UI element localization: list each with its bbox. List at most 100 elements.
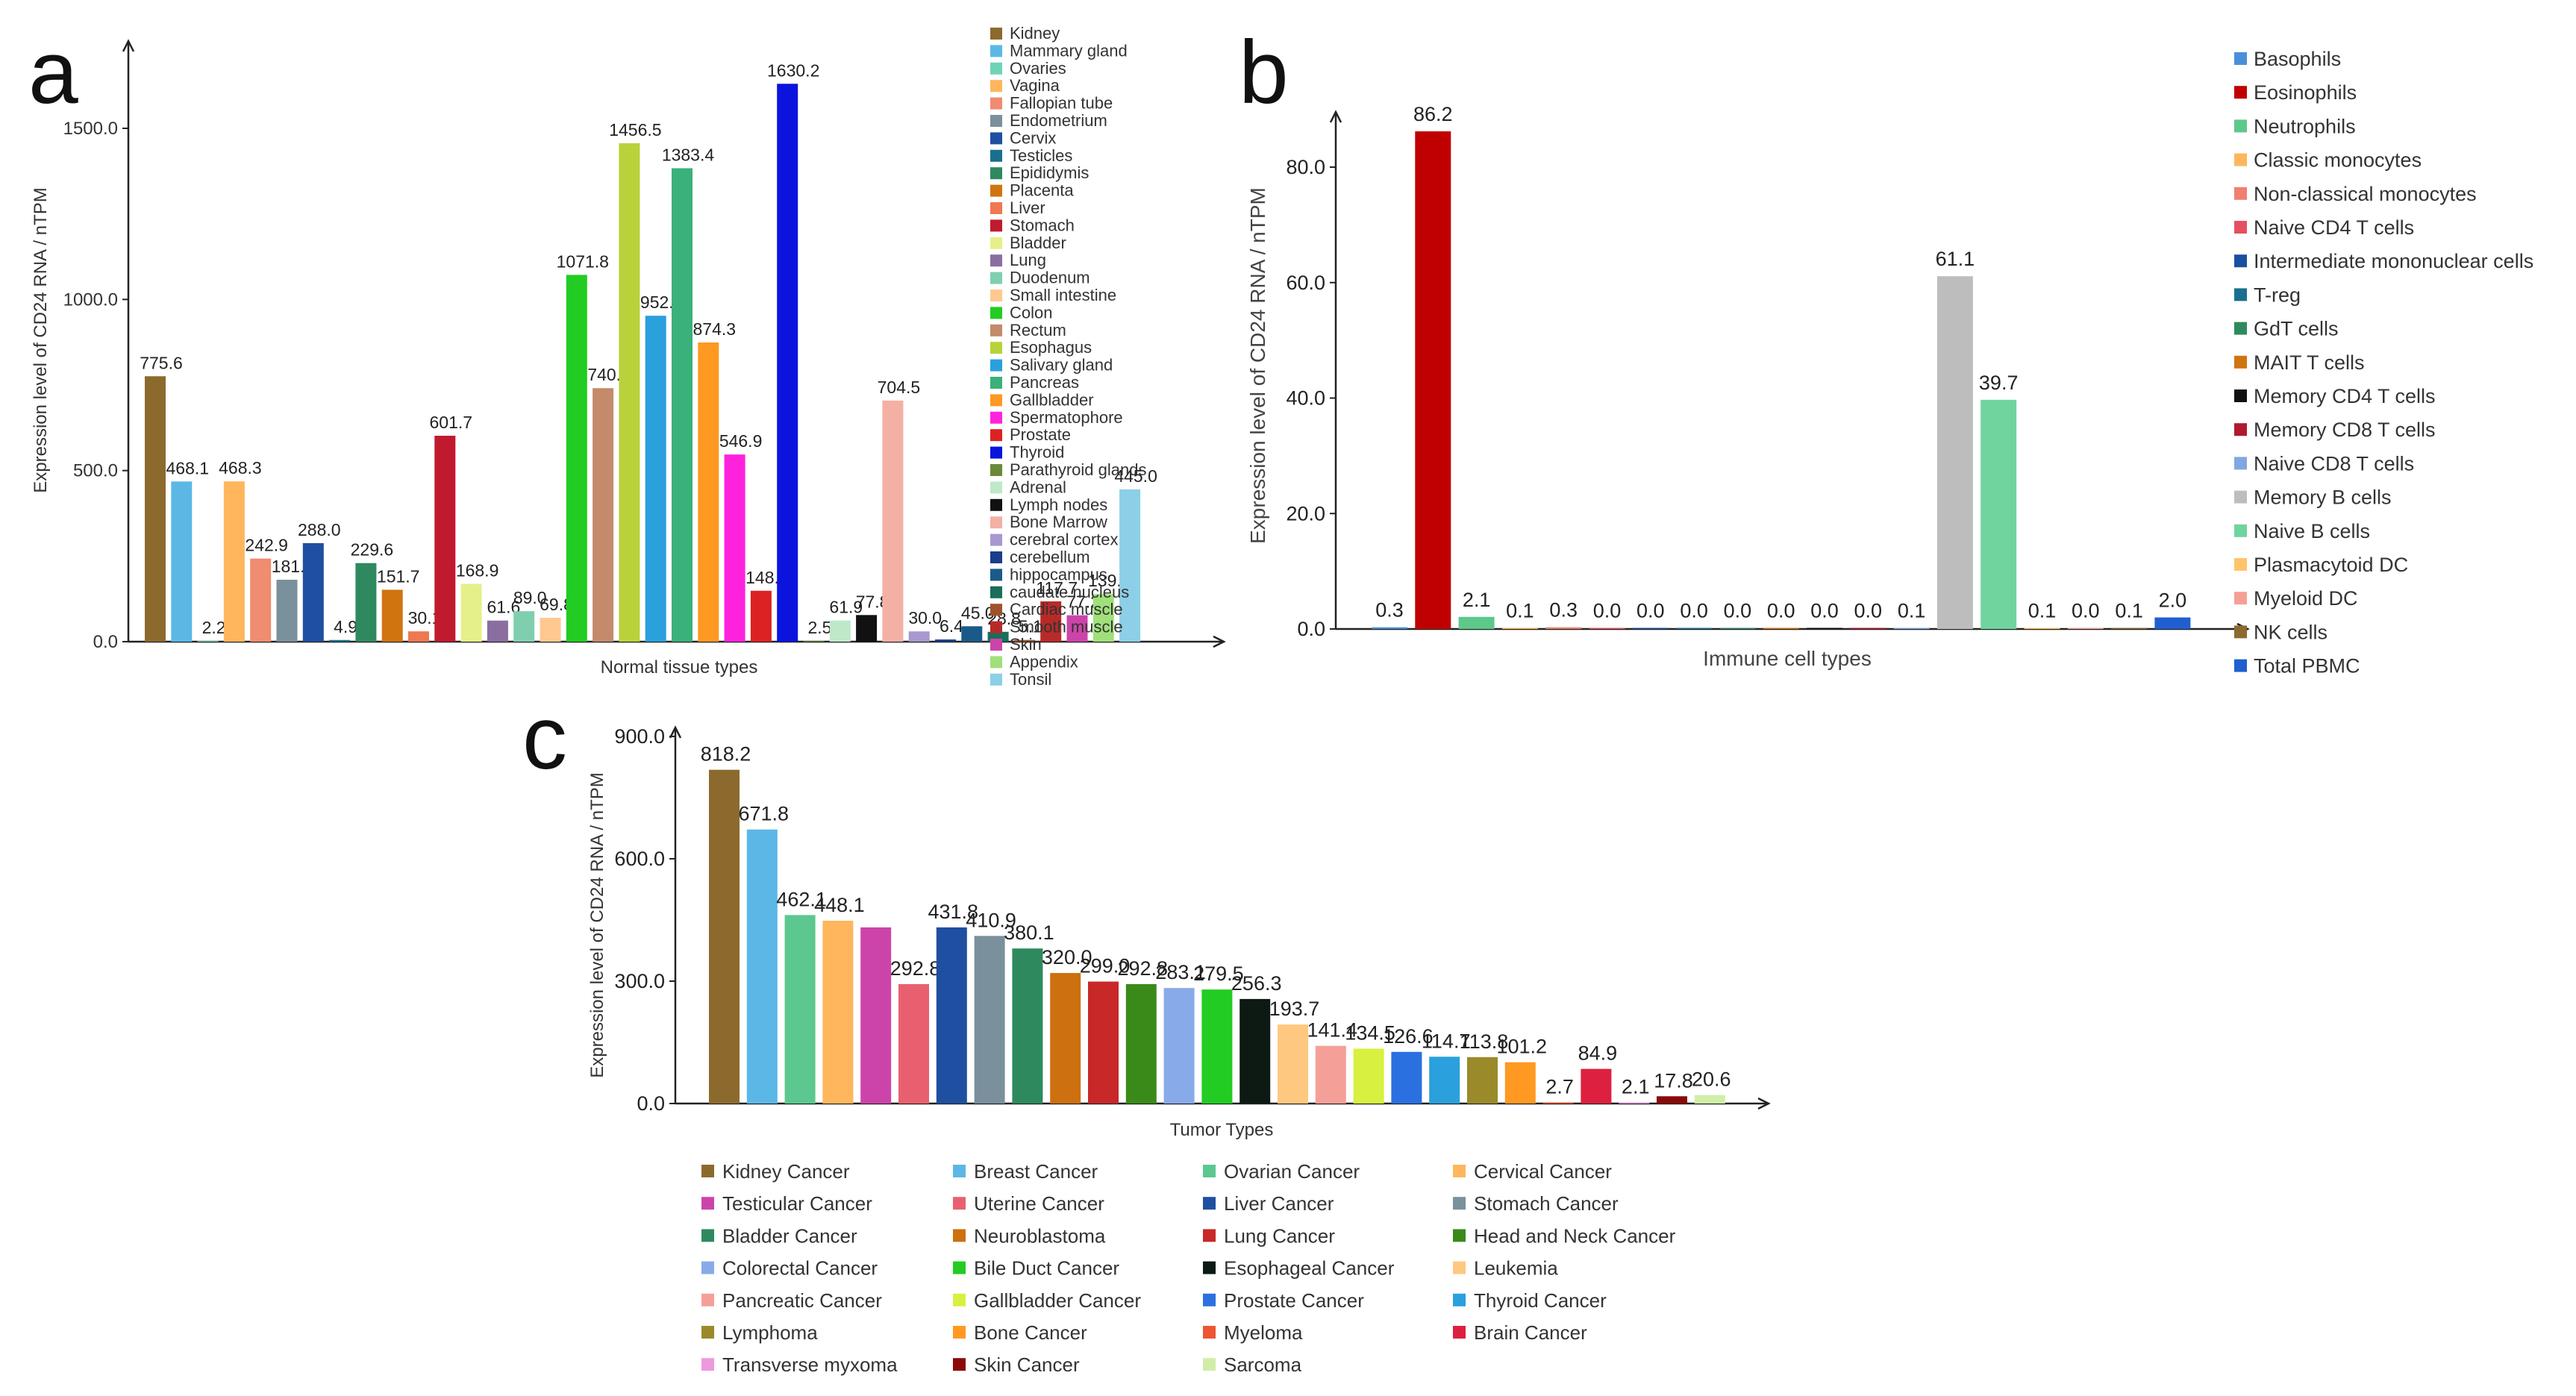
- chart-c-legend-label: Breast Cancer: [974, 1160, 1098, 1183]
- chart-a-legend-label: caudate nucleus: [1010, 583, 1129, 601]
- chart-a-legend-swatch: [990, 324, 1002, 337]
- panel-letter-b: b: [1239, 22, 1289, 122]
- chart-c-data-label: 292.8: [1118, 957, 1169, 980]
- chart-c-data-label: 292.8: [890, 957, 941, 980]
- chart-a-legend-swatch: [990, 551, 1002, 563]
- chart-a-legend-label: Skin: [1010, 635, 1042, 654]
- chart-b-legend-label: NK cells: [2254, 621, 2328, 643]
- chart-b-legend-swatch: [2234, 86, 2247, 99]
- chart-b-bar: [1893, 627, 1930, 629]
- chart-a-legend-swatch: [990, 639, 1002, 651]
- chart-a-legend-label: Cervix: [1010, 128, 1056, 147]
- chart-b-legend-swatch: [2234, 119, 2247, 133]
- chart-b-legend-swatch: [2234, 322, 2247, 335]
- chart-a-legend-swatch: [990, 377, 1002, 389]
- chart-a-legend-label: Duodenum: [1010, 269, 1090, 287]
- chart-a-bar: [171, 481, 193, 642]
- chart-c-legend-swatch: [701, 1326, 714, 1339]
- chart-b-bar: [2024, 627, 2060, 629]
- chart-a-data-label: 5.1: [1019, 617, 1042, 636]
- chart-b-bar: [2067, 627, 2104, 629]
- chart-b-x-title: Immune cell types: [1703, 647, 1872, 670]
- chart-c-legend-label: Bone Cancer: [974, 1321, 1087, 1344]
- chart-c-legend-label: Colorectal Cancer: [722, 1257, 878, 1280]
- chart-c-data-label: 462.1: [776, 888, 827, 910]
- chart-a-legend-label: cerebral cortex: [1010, 530, 1119, 549]
- chart-a-bar: [145, 376, 166, 642]
- chart-b-legend-swatch: [2234, 423, 2247, 436]
- chart-c-legend-swatch: [1453, 1229, 1466, 1242]
- chart-a-bar: [645, 316, 666, 642]
- chart-a-legend-label: Smooth muscle: [1010, 618, 1123, 636]
- chart-a-legend-swatch: [990, 237, 1002, 249]
- chart-c-bar: [746, 829, 778, 1104]
- chart-a-bar: [250, 558, 272, 642]
- chart-a-bar: [1013, 639, 1035, 642]
- chart-a-legend-label: Colon: [1010, 303, 1052, 322]
- chart-c-legend-swatch: [701, 1261, 714, 1274]
- chart-a-ytick-label: 0.0: [93, 632, 118, 652]
- chart-c-legend-swatch: [1453, 1326, 1466, 1339]
- chart-c-legend-swatch: [701, 1165, 714, 1177]
- chart-b-bar: [1589, 627, 1625, 629]
- chart-a-bar: [487, 620, 508, 642]
- chart-a-legend-swatch: [990, 481, 1002, 494]
- chart-a-legend-label: Parathyroid glands: [1010, 460, 1146, 479]
- chart-b-bar: [1545, 627, 1582, 629]
- chart-a-bar: [961, 626, 983, 642]
- chart-a-legend-label: Adrenal: [1010, 478, 1066, 496]
- chart-b-legend-label: Myeloid DC: [2254, 587, 2358, 610]
- chart-b-legend-label: Neutrophils: [2254, 115, 2356, 137]
- chart-b-data-label: 2.1: [1463, 589, 1491, 611]
- chart-a-bar: [1119, 489, 1141, 642]
- chart-c-bar: [1694, 1095, 1725, 1104]
- chart-b-legend-label: Memory B cells: [2254, 486, 2392, 509]
- chart-c-legend-swatch: [1453, 1165, 1466, 1177]
- chart-a-legend-swatch: [990, 429, 1002, 442]
- chart-a-data-label: 117.7: [1036, 578, 1078, 598]
- chart-a-legend-label: hippocampus: [1010, 565, 1107, 583]
- chart-a-bar: [1092, 594, 1114, 642]
- chart-b-legend-swatch: [2234, 457, 2247, 470]
- chart-a-legend-swatch: [990, 498, 1002, 511]
- chart-a-bar: [593, 388, 614, 642]
- chart-c-legend-label: Bile Duct Cancer: [974, 1257, 1119, 1280]
- chart-c-data-label: 134.5: [1345, 1021, 1395, 1044]
- chart-c-legend-label: Gallbladder Cancer: [974, 1289, 1141, 1312]
- chart-c-legend-swatch: [953, 1293, 966, 1306]
- chart-a-bar: [460, 583, 482, 642]
- chart-b-ytick-label: 60.0: [1286, 272, 1325, 294]
- chart-c-bar: [1012, 948, 1043, 1104]
- chart-a-legend-label: Rectum: [1010, 321, 1066, 339]
- chart-a-legend-label: Lymph nodes: [1010, 495, 1107, 514]
- chart-a-data-label: 546.9: [719, 431, 763, 451]
- chart-a-data-label: 61.9: [829, 598, 863, 617]
- chart-b-legend-label: Naive B cells: [2254, 520, 2370, 542]
- chart-a-legend-swatch: [990, 254, 1002, 267]
- chart-a-legend-label: Spermatophore: [1010, 408, 1123, 427]
- chart-a-data-label: 288.0: [298, 520, 341, 539]
- chart-c-legend-label: Prostate Cancer: [1224, 1289, 1364, 1312]
- chart-a-legend-swatch: [990, 167, 1002, 180]
- chart-a-data-label: 45.0: [961, 603, 995, 622]
- chart-a-legend-swatch: [990, 673, 1002, 686]
- chart-c-legend-label: Lymphoma: [722, 1321, 818, 1344]
- chart-b-legend-label: Naive CD4 T cells: [2254, 216, 2414, 239]
- chart-c-legend-label: Brain Cancer: [1474, 1321, 1587, 1344]
- chart-b-data-label: 0.0: [1724, 600, 1752, 622]
- chart-a-legend-label: Appendix: [1010, 652, 1078, 671]
- chart-a-legend-swatch: [990, 115, 1002, 127]
- chart-b-data-label: 39.7: [1979, 372, 2019, 394]
- chart-b-data-label: 0.1: [2115, 600, 2143, 622]
- chart-c-legend-label: Sarcoma: [1224, 1353, 1302, 1376]
- chart-a-legend-label: Liver: [1010, 198, 1045, 217]
- chart-c-data-label: 283.1: [1155, 961, 1206, 983]
- chart-a-data-label: 168.9: [456, 561, 499, 580]
- chart-a-bar: [882, 400, 904, 642]
- chart-a-legend-swatch: [990, 621, 1002, 633]
- chart-b-legend-swatch: [2234, 355, 2247, 369]
- chart-b-data-label: 0.0: [1767, 600, 1795, 622]
- chart-b-bar: [2111, 627, 2148, 629]
- chart-b-bar: [1936, 276, 1973, 629]
- chart-c-legend-label: Head and Neck Cancer: [1474, 1224, 1676, 1247]
